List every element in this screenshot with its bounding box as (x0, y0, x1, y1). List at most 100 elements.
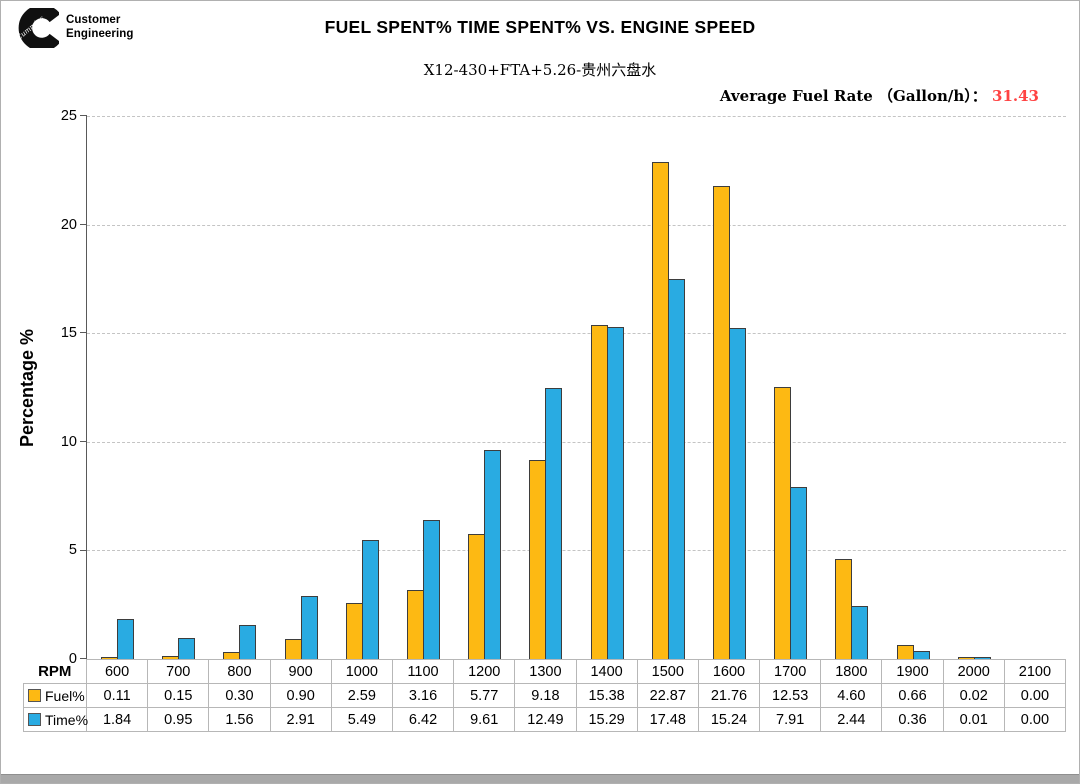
time-value-cell-1600: 15.24 (697, 707, 761, 732)
table-row-fuel: Fuel% 0.11 0.15 0.30 0.90 2.59 3.16 5.77 9.18 15.… (23, 683, 1067, 708)
bar-time-2000 (973, 657, 991, 659)
bar-column-1900 (882, 116, 943, 659)
chart-subtitle: X12-430+FTA+5.26-贵州六盘水 (423, 61, 657, 79)
rpm-header-cell: 1600 (697, 659, 761, 684)
rpm-header-cell: 900 (269, 659, 332, 684)
fuel-value-cell-600: 0.11 (85, 683, 149, 708)
logo-caption-line1: Customer (66, 14, 121, 27)
fuel-value-cell-1100: 3.16 (391, 683, 455, 708)
bar-column-1200 (454, 116, 515, 659)
bar-fuel-1800 (835, 559, 853, 659)
bar-column-1000 (332, 116, 393, 659)
time-value-cell-1400: 15.29 (575, 707, 638, 732)
y-axis-tick-mark (80, 441, 87, 443)
rpm-header-cell: 1100 (391, 659, 455, 684)
bar-fuel-600 (101, 657, 119, 659)
bar-fuel-800 (223, 652, 241, 659)
bar-fuel-1000 (345, 603, 363, 659)
y-axis-tick-label: 25 (60, 108, 77, 124)
series-label-cell: Time% (23, 707, 88, 732)
rpm-header-cell: 1900 (881, 659, 944, 684)
logo-caption: Customer Engineering (66, 14, 134, 42)
bar-time-1100 (423, 520, 441, 659)
time-value-cell-1500: 17.48 (636, 707, 699, 732)
y-axis-tick-label: 5 (68, 542, 77, 559)
legend-label: Fuel% (45, 687, 85, 704)
average-fuel-rate-value: 31.43 (992, 87, 1039, 105)
time-value-cell-1100: 6.42 (391, 707, 455, 732)
fuel-value-cell-700: 0.15 (147, 683, 210, 708)
y-axis-tick-mark (80, 658, 87, 660)
gridline (87, 550, 1066, 552)
chart-title: FUEL SPENT% TIME SPENT% VS. ENGINE SPEED (324, 17, 756, 37)
bar-column-1600 (699, 116, 760, 659)
plot-area (86, 116, 1066, 660)
fuel-value-cell-1700: 12.53 (759, 683, 822, 708)
bar-fuel-1900 (896, 645, 914, 659)
gridline (87, 441, 1066, 443)
rpm-header-cell: 1200 (453, 659, 516, 684)
y-axis-tick-mark (80, 115, 87, 117)
bar-time-1600 (728, 328, 746, 659)
rpm-header-cell: 700 (147, 659, 210, 684)
y-axis-title: Percentage % (17, 328, 37, 447)
bar-time-1900 (912, 651, 930, 659)
time-value-cell-2000: 0.01 (942, 707, 1005, 732)
y-axis-tick-mark (80, 223, 87, 225)
fuel-value-cell-1400: 15.38 (575, 683, 638, 708)
time-value-cell-1200: 9.61 (453, 707, 516, 732)
logo-caption-line2: Engineering (66, 28, 134, 40)
y-axis-tick-mark (80, 549, 87, 551)
average-fuel-rate-label: Average Fuel Rate （Gallon/h）： (719, 87, 987, 105)
average-fuel-rate: Average Fuel Rate （Gallon/h）： 31.43 (720, 85, 1039, 106)
time-value-cell-700: 0.95 (147, 707, 210, 732)
fuel-value-cell-1600: 21.76 (697, 683, 761, 708)
time-value-cell-800: 1.56 (208, 707, 271, 732)
bar-fuel-1600 (712, 186, 730, 659)
x-axis-title: RPM (23, 659, 87, 684)
gridline (87, 116, 1066, 117)
bar-column-1100 (393, 116, 454, 659)
bar-fuel-1200 (468, 534, 486, 659)
time-value-cell-1800: 2.44 (820, 707, 883, 732)
fuel-value-cell-1900: 0.66 (881, 683, 944, 708)
legend-item-time: Time% (26, 712, 88, 728)
fuel-value-cell-1800: 4.60 (820, 683, 883, 708)
time-value-cell-900: 2.91 (269, 707, 332, 732)
bar-time-800 (239, 625, 257, 659)
bar-fuel-1100 (407, 590, 425, 659)
fuel-value-cell-1000: 2.59 (330, 683, 393, 708)
horizontal-scrollbar[interactable] (1, 774, 1079, 783)
bar-column-1500 (638, 116, 699, 659)
bar-fuel-1700 (774, 387, 792, 659)
gridline (87, 224, 1066, 226)
time-value-cell-1000: 5.49 (330, 707, 393, 732)
legend-swatch-time-icon (28, 713, 41, 726)
bar-column-2000 (944, 116, 1005, 659)
data-table: RPM 600 700 800 900 1000 1100 1200 1300 1400 1500 1… (23, 659, 1067, 732)
rpm-header-cell: 1700 (759, 659, 822, 684)
bar-column-1300 (515, 116, 576, 659)
bar-time-1500 (667, 279, 685, 659)
fuel-value-cell-2000: 0.02 (942, 683, 1005, 708)
table-row-time: Time% 1.84 0.95 1.56 2.91 5.49 6.42 9.61 12.49 15… (23, 707, 1067, 732)
bar-column-800 (209, 116, 270, 659)
time-value-cell-2100: 0.00 (1003, 707, 1067, 732)
bar-fuel-700 (162, 656, 180, 659)
legend-item-fuel: Fuel% (26, 687, 85, 704)
bar-columns (87, 116, 1066, 659)
rpm-header-cell: 1300 (514, 659, 577, 684)
fuel-value-cell-900: 0.90 (269, 683, 332, 708)
time-value-cell-1300: 12.49 (514, 707, 577, 732)
bar-column-1800 (821, 116, 882, 659)
bar-fuel-1400 (590, 325, 608, 659)
bar-column-900 (271, 116, 332, 659)
rpm-header-cell: 1500 (636, 659, 699, 684)
rpm-header-cell: 600 (85, 659, 149, 684)
gridline (87, 333, 1066, 335)
bar-column-600 (87, 116, 148, 659)
rpm-header-cell: 800 (208, 659, 271, 684)
rpm-header-cell: 1000 (330, 659, 393, 684)
table-row-rpm: RPM 600 700 800 900 1000 1100 1200 1300 1400 1500 1… (23, 659, 1067, 684)
